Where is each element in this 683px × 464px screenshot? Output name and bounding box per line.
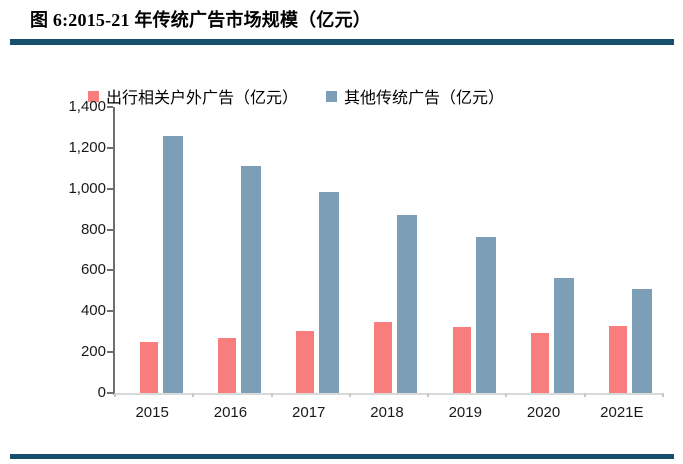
bar-series2-2018 [397,215,418,393]
y-tick-label: 0 [97,384,106,401]
x-category-label: 2019 [448,404,482,421]
legend-item-series1: 出行相关户外广告（亿元） [88,84,298,108]
legend-marker-series1 [88,90,99,102]
y-axis-tick [107,187,113,190]
bar-group-2017 [279,107,357,393]
bar-series2-2021e [632,288,653,393]
legend-label-series1: 出行相关户外广告（亿元） [106,90,299,107]
plot-area [107,106,664,397]
y-axis-tick [107,228,113,231]
y-axis-tick [107,351,113,354]
y-axis-labels: 0 200 400 600 800 1,000 1,200 1,400 [34,98,106,401]
chart-legend: 出行相关户外广告（亿元） 其他传统广告（亿元） [88,84,504,108]
y-tick-label: 1,400 [68,98,106,115]
x-category-label: 2017 [292,404,326,421]
bar-series2-2020 [554,277,575,393]
bar-group-2021e [592,107,670,393]
y-axis-tick [107,106,113,108]
figure-title: 图 6:2015-21 年传统广告市场规模（亿元） [30,10,371,30]
legend-label-series2: 其他传统广告（亿元） [344,90,505,107]
x-category-label: 2015 [135,404,169,421]
bar-group-2015 [122,107,200,393]
bar-series1-2020 [531,332,550,393]
x-axis-labels: 2015 2016 2017 2018 2019 2020 2021E [113,404,661,426]
x-axis-tick [583,393,586,397]
bar-series1-2016 [217,337,236,393]
legend-item-series2: 其他传统广告（亿元） [326,84,504,108]
y-tick-label: 1,000 [68,179,106,197]
bar-series2-2015 [162,135,183,393]
y-axis-tick [107,392,113,394]
x-category-label: 2018 [370,404,404,421]
x-axis-tick [427,393,430,397]
bar-group-2019 [435,107,513,393]
y-axis-tick [107,310,113,313]
x-category-label: 2020 [526,404,561,421]
legend-marker-series2 [326,90,338,102]
y-tick-label: 600 [80,261,106,279]
bar-series2-2019 [475,236,496,393]
x-axis-tick [505,393,508,397]
y-tick-label: 800 [80,220,106,238]
x-category-label: 2016 [213,404,248,421]
x-axis-tick [662,393,664,397]
y-axis-tick [107,269,113,272]
bar-series1-2018 [374,321,393,393]
bar-series1-2021e [609,325,628,393]
bar-series1-2017 [296,330,315,393]
x-axis-tick [192,393,195,397]
bar-group-2020 [513,107,591,393]
x-axis-tick [270,393,273,397]
bar-series2-2016 [240,166,261,393]
x-axis-tick [348,393,351,397]
x-category-label: 2021E [600,404,644,421]
bottom-divider-rule [10,454,674,459]
x-axis-tick [114,393,116,397]
bar-series2-2017 [319,191,340,393]
y-tick-label: 1,200 [68,138,106,156]
bar-group-2016 [200,107,278,393]
top-divider-rule [10,39,674,45]
y-tick-label: 400 [80,302,106,320]
y-tick-label: 200 [80,343,106,361]
y-axis-tick [107,146,113,149]
bar-series1-2019 [452,326,471,393]
bar-series1-2015 [139,341,158,393]
bar-group-2018 [357,107,435,393]
